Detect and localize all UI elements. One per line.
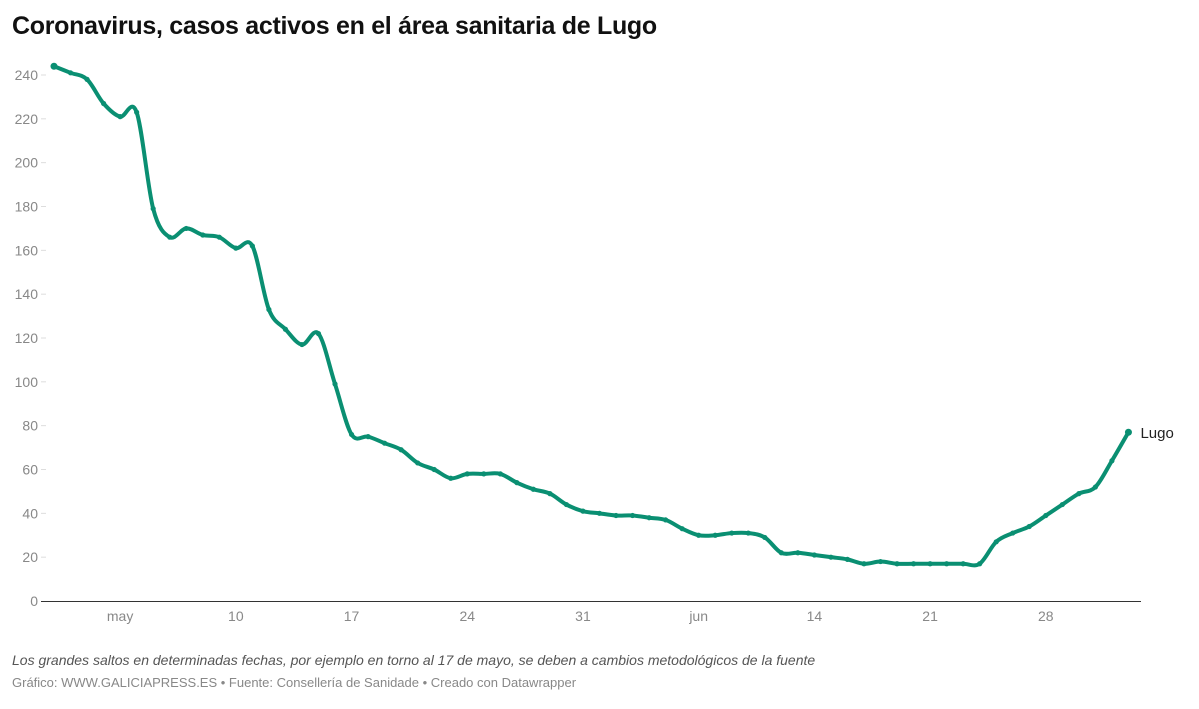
data-point (497, 471, 503, 477)
data-point (547, 491, 553, 497)
y-tick-label: 0 (30, 593, 38, 609)
y-tick-label: 200 (15, 155, 39, 171)
data-point (646, 515, 652, 521)
y-tick-label: 240 (15, 67, 39, 83)
data-point (464, 471, 470, 477)
line-chart: 0 20 40 60 80 100 120 140 160 180 200 220 240 may 10 1… (15, 62, 1174, 624)
data-point (200, 232, 206, 238)
data-point (729, 530, 735, 536)
data-point (696, 532, 702, 538)
data-point (134, 109, 140, 115)
data-point (679, 526, 685, 532)
y-tick-label: 100 (15, 374, 39, 390)
data-point (778, 550, 784, 556)
data-point (299, 341, 305, 348)
x-tick-label: 14 (807, 608, 823, 624)
data-point (282, 326, 289, 332)
chart-note: Los grandes saltos en determinadas fecha… (12, 652, 816, 668)
data-point (762, 534, 768, 541)
data-point (580, 508, 586, 514)
data-point (960, 561, 966, 567)
x-axis: may 10 17 24 31 jun 14 21 28 (41, 601, 1141, 624)
data-point (530, 486, 536, 492)
data-point (398, 447, 404, 453)
data-point (861, 561, 867, 567)
data-point (100, 100, 107, 107)
chart-title: Coronavirus, casos activos en el área sa… (12, 12, 657, 40)
data-point (1010, 530, 1016, 536)
data-point (993, 539, 999, 545)
data-point (944, 561, 950, 567)
y-tick-label: 160 (15, 242, 39, 258)
data-point (910, 561, 917, 567)
data-point (977, 561, 983, 567)
data-point (1043, 512, 1049, 519)
data-point (613, 512, 619, 519)
data-point (629, 512, 636, 519)
data-point (844, 556, 851, 562)
data-point (877, 558, 884, 565)
data-point (1059, 501, 1065, 508)
data-point (67, 70, 74, 76)
y-axis: 0 20 40 60 80 100 120 140 160 180 200 220 240 (15, 67, 46, 609)
x-tick-label: 10 (228, 608, 244, 624)
x-tick-label: 17 (344, 608, 360, 624)
data-point (150, 206, 156, 212)
data-point (448, 475, 454, 481)
data-point (117, 114, 123, 120)
data-point (663, 517, 669, 523)
x-tick-label: jun (688, 608, 708, 624)
data-point (233, 245, 239, 251)
data-point (415, 460, 421, 466)
data-point (266, 306, 272, 313)
y-tick-label: 20 (22, 549, 38, 565)
x-tick-label: 24 (459, 608, 475, 624)
data-point (1124, 428, 1132, 436)
data-point (828, 554, 834, 560)
data-point (332, 381, 338, 387)
data-point (481, 471, 487, 477)
x-tick-label: may (107, 608, 133, 624)
data-point (514, 480, 520, 486)
y-tick-label: 220 (15, 111, 39, 127)
data-point (348, 431, 355, 438)
y-tick-label: 140 (15, 286, 39, 302)
data-point (745, 530, 751, 536)
data-point (811, 552, 817, 558)
data-point (382, 440, 388, 446)
data-point (1109, 458, 1115, 464)
data-point (1092, 484, 1098, 490)
data-point (927, 561, 933, 567)
x-tick-label: 31 (575, 608, 591, 624)
y-tick-label: 180 (15, 199, 39, 215)
data-point (1076, 491, 1082, 497)
data-point (1026, 523, 1032, 530)
data-point (315, 331, 322, 337)
x-tick-label: 21 (922, 608, 938, 624)
data-point (365, 434, 371, 440)
y-tick-label: 120 (15, 330, 39, 346)
data-point (795, 550, 801, 556)
chart-footer: Gráfico: WWW.GALICIAPRESS.ES • Fuente: C… (12, 675, 577, 690)
data-point (183, 225, 189, 232)
data-point (249, 243, 255, 249)
data-point (167, 234, 173, 240)
data-point (50, 62, 58, 70)
y-tick-label: 80 (22, 418, 38, 434)
data-point (596, 510, 603, 516)
y-tick-label: 60 (22, 462, 38, 478)
data-point (216, 234, 222, 240)
series-lugo: Lugo (50, 62, 1174, 568)
data-point (431, 466, 437, 473)
data-point (84, 76, 90, 82)
y-tick-label: 40 (22, 505, 38, 521)
series-label: Lugo (1140, 425, 1173, 442)
x-tick-label: 28 (1038, 608, 1054, 624)
series-line (52, 64, 1131, 568)
data-point (712, 532, 718, 538)
data-point (894, 561, 900, 567)
data-point (563, 501, 570, 508)
